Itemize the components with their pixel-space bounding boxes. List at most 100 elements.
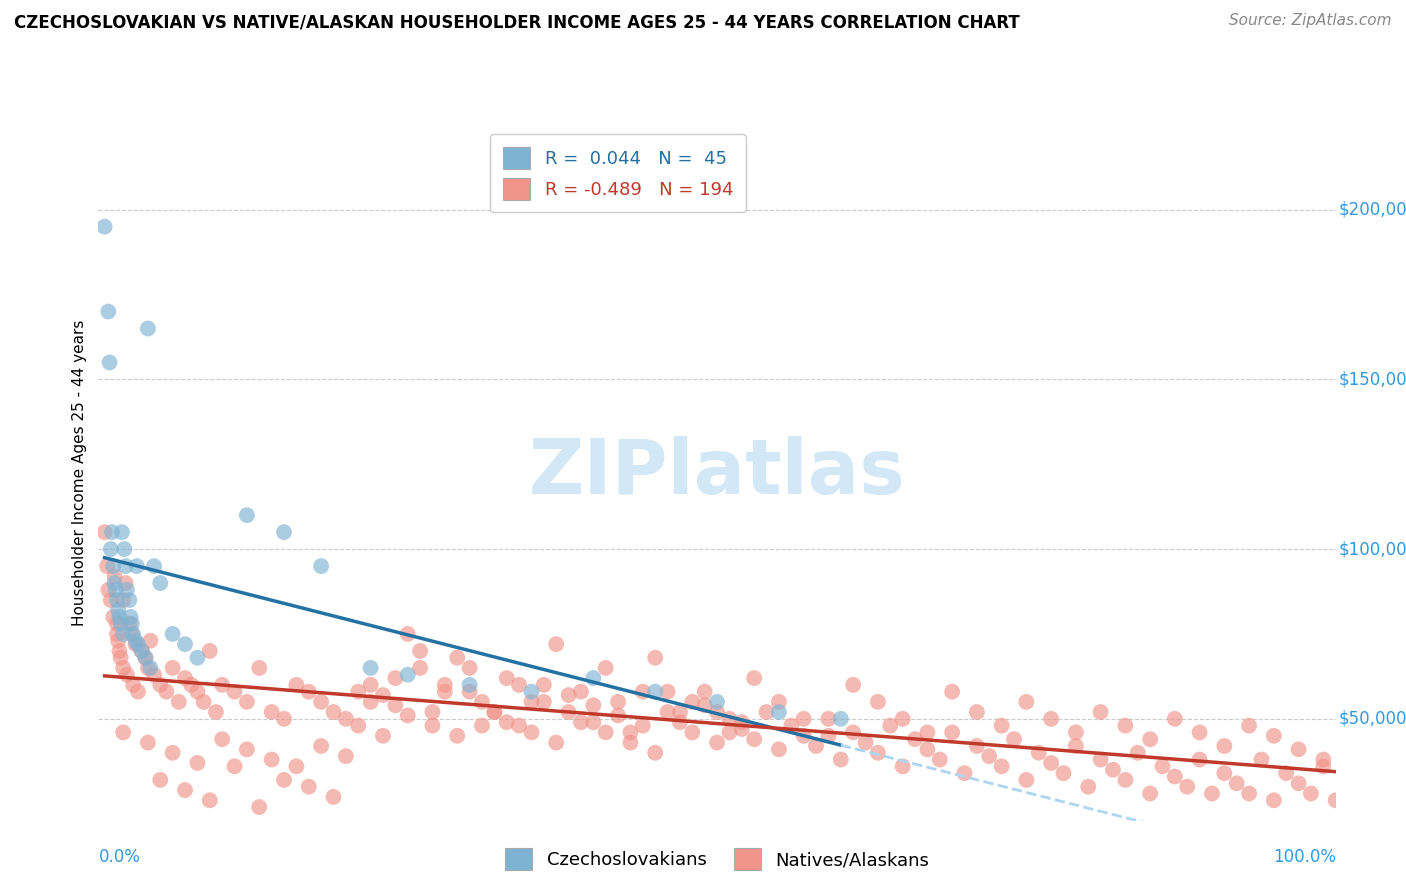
Point [115, 582, 138, 597]
Point [236, 742, 259, 756]
Point [533, 695, 555, 709]
Point [990, 718, 1012, 732]
Point [1152, 759, 1174, 773]
Point [582, 698, 605, 713]
Point [198, 793, 221, 807]
Point [100, 542, 122, 557]
Point [107, 603, 129, 617]
Point [97, 304, 120, 318]
Point [879, 718, 901, 732]
Point [112, 661, 135, 675]
Point [1114, 772, 1136, 787]
Point [360, 695, 382, 709]
Point [619, 725, 641, 739]
Point [124, 637, 146, 651]
Point [1288, 776, 1310, 790]
Point [866, 746, 889, 760]
Point [1102, 763, 1125, 777]
Point [422, 705, 444, 719]
Point [768, 742, 790, 756]
Point [335, 712, 357, 726]
Point [122, 678, 145, 692]
Point [644, 746, 666, 760]
Point [236, 695, 259, 709]
Point [855, 735, 877, 749]
Point [149, 678, 172, 692]
Point [1188, 753, 1211, 767]
Point [1126, 746, 1149, 760]
Point [557, 705, 579, 719]
Point [103, 569, 125, 583]
Point [1188, 725, 1211, 739]
Point [247, 661, 270, 675]
Point [285, 678, 308, 692]
Point [718, 712, 741, 726]
Point [136, 661, 159, 675]
Point [143, 667, 166, 681]
Point [582, 671, 605, 685]
Point [458, 684, 481, 698]
Point [112, 627, 135, 641]
Point [127, 684, 149, 698]
Point [866, 695, 889, 709]
Point [768, 695, 790, 709]
Point [742, 732, 765, 747]
Point [322, 705, 344, 719]
Point [167, 695, 190, 709]
Point [384, 671, 406, 685]
Point [928, 753, 950, 767]
Point [793, 729, 815, 743]
Point [1164, 770, 1187, 784]
Point [546, 637, 568, 651]
Point [1201, 787, 1223, 801]
Point [953, 766, 976, 780]
Point [309, 559, 332, 574]
Point [174, 783, 197, 797]
Point [644, 684, 666, 698]
Point [731, 722, 754, 736]
Point [607, 695, 630, 709]
Point [124, 633, 146, 648]
Point [569, 715, 592, 730]
Point [174, 637, 197, 651]
Point [619, 735, 641, 749]
Point [1040, 712, 1063, 726]
Point [830, 712, 852, 726]
Point [260, 705, 283, 719]
Point [112, 593, 135, 607]
Point [471, 695, 494, 709]
Point [669, 705, 692, 719]
Text: ZIPlatlas: ZIPlatlas [529, 436, 905, 509]
Point [396, 667, 419, 681]
Point [1288, 742, 1310, 756]
Point [114, 576, 136, 591]
Point [842, 725, 865, 739]
Point [186, 756, 208, 770]
Point [186, 650, 208, 665]
Point [108, 644, 131, 658]
Point [115, 667, 138, 681]
Point [817, 729, 839, 743]
Point [100, 593, 122, 607]
Point [546, 735, 568, 749]
Point [122, 627, 145, 641]
Point [93, 525, 115, 540]
Point [520, 684, 543, 698]
Point [1175, 780, 1198, 794]
Point [112, 542, 135, 557]
Point [1213, 739, 1236, 753]
Point [360, 678, 382, 692]
Point [136, 321, 159, 335]
Point [309, 695, 332, 709]
Point [360, 661, 382, 675]
Point [669, 715, 692, 730]
Point [1275, 766, 1298, 780]
Point [114, 559, 136, 574]
Text: 0.0%: 0.0% [98, 848, 141, 866]
Point [1139, 787, 1161, 801]
Point [595, 661, 617, 675]
Point [706, 735, 728, 749]
Point [131, 644, 153, 658]
Point [1324, 793, 1347, 807]
Y-axis label: Householder Income Ages 25 - 44 years: Householder Income Ages 25 - 44 years [72, 319, 87, 626]
